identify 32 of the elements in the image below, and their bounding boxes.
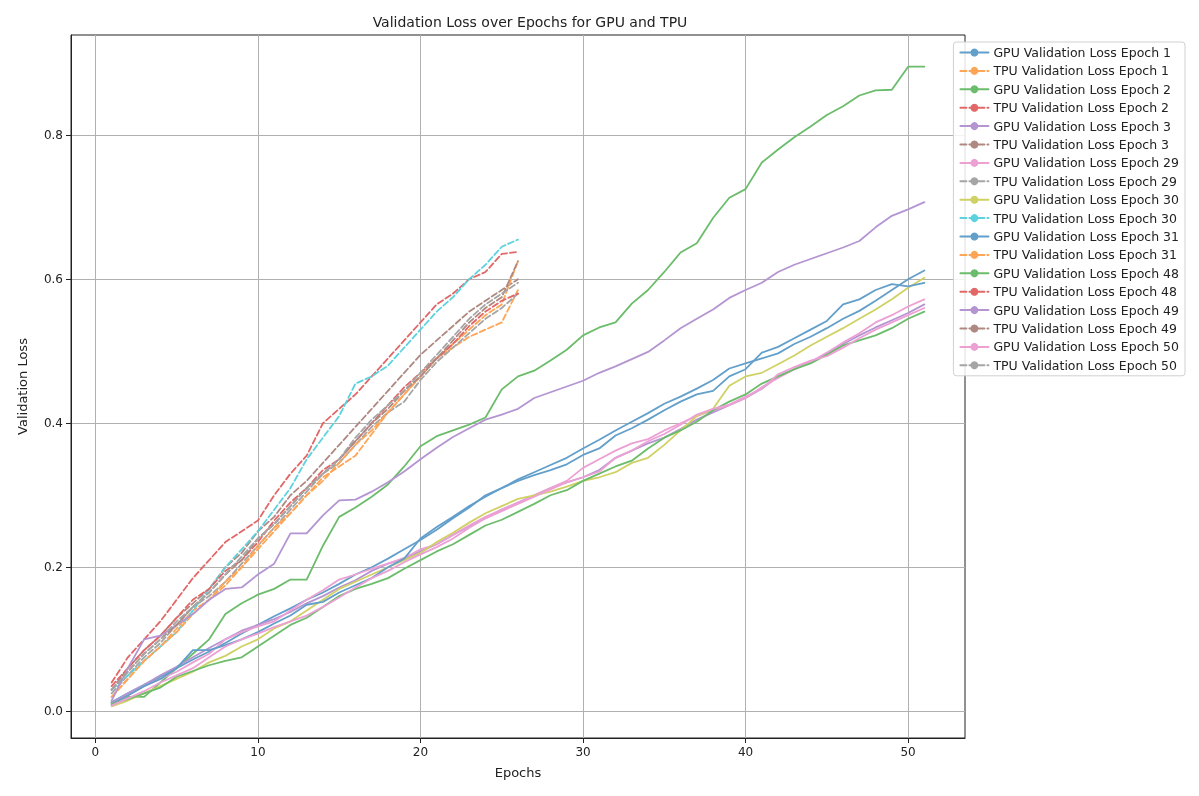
legend-label: TPU Validation Loss Epoch 50 [992,357,1177,373]
x-tick-label: 30 [575,745,591,759]
y-tick-label: 0.2 [43,560,63,575]
legend-label: TPU Validation Loss Epoch 29 [992,173,1177,189]
x-tick-label: 40 [737,745,754,759]
legend-label: GPU Validation Loss Epoch 2 [993,81,1172,97]
legend-label: GPU Validation Loss Epoch 3 [993,118,1172,134]
legend-label: GPU Validation Loss Epoch 49 [993,302,1180,318]
y-tick-label: 0.6 [43,272,63,287]
chart-title: Validation Loss over Epochs for GPU and TPU [372,14,688,30]
legend-label: GPU Validation Loss Epoch 30 [993,192,1180,208]
x-tick-label: 10 [250,745,266,759]
x-tick-label: 20 [412,745,429,759]
legend-label: GPU Validation Loss Epoch 31 [993,229,1179,244]
legend-label: GPU Validation Loss Epoch 48 [993,265,1180,281]
legend-label: TPU Validation Loss Epoch 3 [992,137,1169,152]
y-tick-label: 0.8 [43,128,63,143]
legend-label: GPU Validation Loss Epoch 50 [993,339,1180,355]
legend-label: TPU Validation Loss Epoch 30 [992,210,1177,226]
legend-label: GPU Validation Loss Epoch 1 [993,45,1172,60]
legend-label: TPU Validation Loss Epoch 2 [992,100,1169,116]
legend-label: GPU Validation Loss Epoch 29 [993,155,1180,171]
x-tick-label: 50 [900,745,916,759]
legend-label: TPU Validation Loss Epoch 49 [992,321,1177,336]
y-axis-title: Validation Loss [15,337,30,435]
y-tick-label: 0.4 [43,416,63,431]
legend-label: TPU Validation Loss Epoch 1 [992,63,1169,79]
y-tick-label: 0.0 [43,704,63,719]
x-tick-label: 0 [91,745,100,759]
x-axis-title: Epochs [494,765,542,780]
legend-label: TPU Validation Loss Epoch 48 [992,284,1177,300]
legend-label: TPU Validation Loss Epoch 31 [992,247,1177,263]
